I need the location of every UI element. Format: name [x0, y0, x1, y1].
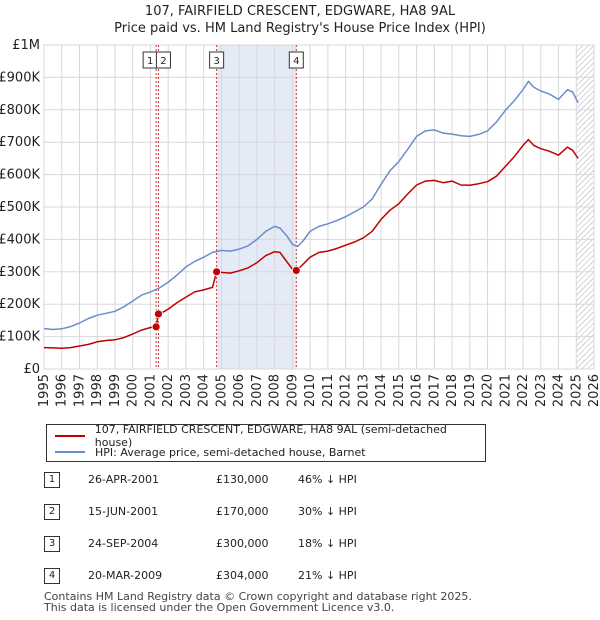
y-tick-label: £500K [0, 200, 40, 215]
legend-swatch-hpi [55, 451, 85, 453]
y-tick-label: £100K [0, 330, 40, 345]
transaction-label-box [209, 51, 225, 69]
y-tick-label: £200K [0, 297, 40, 312]
transaction-number: 4 [44, 568, 60, 584]
x-tick-label: 2024 [552, 374, 567, 407]
legend-item-hpi: HPI: Average price, semi-detached house,… [55, 444, 366, 460]
x-tick-label: 1997 [72, 374, 87, 407]
x-tick-label: 1995 [37, 374, 52, 407]
transaction-date: 15-JUN-2001 [88, 505, 159, 518]
y-tick-label: £1M [12, 38, 40, 53]
x-tick-label: 2002 [161, 374, 176, 407]
legend-swatch-property [55, 435, 85, 437]
x-tick-label: 2004 [197, 374, 212, 407]
x-tick-label: 2015 [392, 374, 407, 407]
x-tick-label: 2021 [498, 374, 513, 407]
x-tick-label: 2005 [214, 374, 229, 407]
x-tick-label: 2011 [321, 374, 336, 407]
transaction-number: 2 [44, 504, 60, 520]
transaction-label-box [288, 51, 304, 69]
chart-subtitle: Price paid vs. HM Land Registry's House … [114, 21, 486, 36]
transaction-label: 3 [213, 56, 219, 67]
x-tick-label: 2019 [463, 374, 478, 407]
transaction-number: 3 [44, 536, 60, 552]
transaction-price: £170,000 [216, 505, 269, 518]
x-tick-label: 1996 [55, 374, 70, 407]
transaction-hpi-diff: 21% ↓ HPI [298, 569, 357, 582]
x-tick-label: 2001 [143, 374, 158, 407]
footer-licence: This data is licensed under the Open Gov… [44, 601, 395, 614]
y-tick-label: £900K [0, 70, 40, 85]
legend-label-property: 107, FAIRFIELD CRESCENT, EDGWARE, HA8 9A… [94, 423, 447, 449]
y-tick-label: £300K [0, 265, 40, 280]
y-tick-label: £0 [23, 362, 40, 377]
sale-point [154, 309, 163, 319]
table-row: 1 26-APR-2001 £130,000 46% ↓ HPI [44, 472, 444, 490]
transaction-date: 20-MAR-2009 [88, 569, 163, 582]
transaction-date: 24-SEP-2004 [88, 537, 159, 550]
sale-point [212, 267, 222, 277]
x-tick-label: 2016 [410, 374, 425, 407]
price-chart: 107, FAIRFIELD CRESCENT, EDGWARE, HA8 9A… [0, 4, 600, 407]
x-tick-label: 2010 [303, 374, 318, 407]
table-row: 3 24-SEP-2004 £300,000 18% ↓ HPI [44, 536, 444, 554]
x-tick-label: 2017 [427, 374, 442, 407]
transaction-label: 1 [147, 56, 153, 67]
x-tick-label: 2000 [126, 374, 141, 407]
transaction-date: 26-APR-2001 [88, 473, 160, 486]
transaction-price: £304,000 [216, 569, 269, 582]
x-tick-label: 1999 [108, 374, 123, 407]
transaction-label: 4 [293, 56, 299, 67]
transaction-number: 1 [44, 472, 60, 488]
x-tick-label: 1998 [90, 374, 105, 407]
x-tick-label: 2014 [374, 374, 389, 407]
y-tick-label: £800K [0, 103, 40, 118]
y-tick-label: £600K [0, 168, 40, 183]
x-tick-label: 2006 [232, 374, 247, 407]
transaction-price: £300,000 [216, 537, 269, 550]
x-tick-label: 2025 [569, 374, 584, 407]
chart-title: 107, FAIRFIELD CRESCENT, EDGWARE, HA8 9A… [145, 4, 456, 19]
x-tick-label: 2008 [268, 374, 283, 407]
table-row: 4 20-MAR-2009 £304,000 21% ↓ HPI [44, 568, 444, 586]
transaction-hpi-diff: 18% ↓ HPI [298, 537, 357, 550]
hpi-series-line [43, 80, 579, 331]
transaction-hpi-diff: 30% ↓ HPI [298, 505, 357, 518]
footer-copyright: Contains HM Land Registry data © Crown c… [44, 590, 472, 603]
x-tick-label: 2018 [445, 374, 460, 407]
legend: 107, FAIRFIELD CRESCENT, EDGWARE, HA8 9A… [46, 423, 486, 462]
transaction-label-box [155, 51, 171, 69]
x-tick-label: 2003 [179, 374, 194, 407]
sale-point [291, 266, 301, 275]
grid-lines [43, 44, 595, 370]
x-tick-label: 2022 [516, 374, 531, 407]
x-tick-label: 2009 [285, 374, 300, 407]
footer: Contains HM Land Registry data © Crown c… [44, 591, 472, 613]
legend-label-hpi: HPI: Average price, semi-detached house,… [95, 445, 366, 459]
x-tick-label: 2013 [356, 374, 371, 407]
table-row: 2 15-JUN-2001 £170,000 30% ↓ HPI [44, 504, 444, 522]
x-tick-label: 2020 [481, 374, 496, 407]
transaction-label: 2 [160, 56, 166, 67]
transaction-price: £130,000 [216, 473, 269, 486]
x-tick-label: 2023 [534, 374, 549, 407]
transaction-hpi-diff: 46% ↓ HPI [298, 473, 357, 486]
sale-point [151, 322, 161, 332]
y-tick-label: £700K [0, 135, 40, 150]
y-tick-label: £400K [0, 232, 40, 247]
x-tick-label: 2007 [250, 374, 265, 407]
x-tick-label: 2012 [339, 374, 354, 407]
axis-labels: £0 £100K £200K £300K £400K £500K £600K £700K £80… [0, 38, 600, 407]
legend-item-property: 107, FAIRFIELD CRESCENT, EDGWARE, HA8 9A… [55, 423, 485, 449]
x-tick-label: 2026 [587, 374, 600, 407]
